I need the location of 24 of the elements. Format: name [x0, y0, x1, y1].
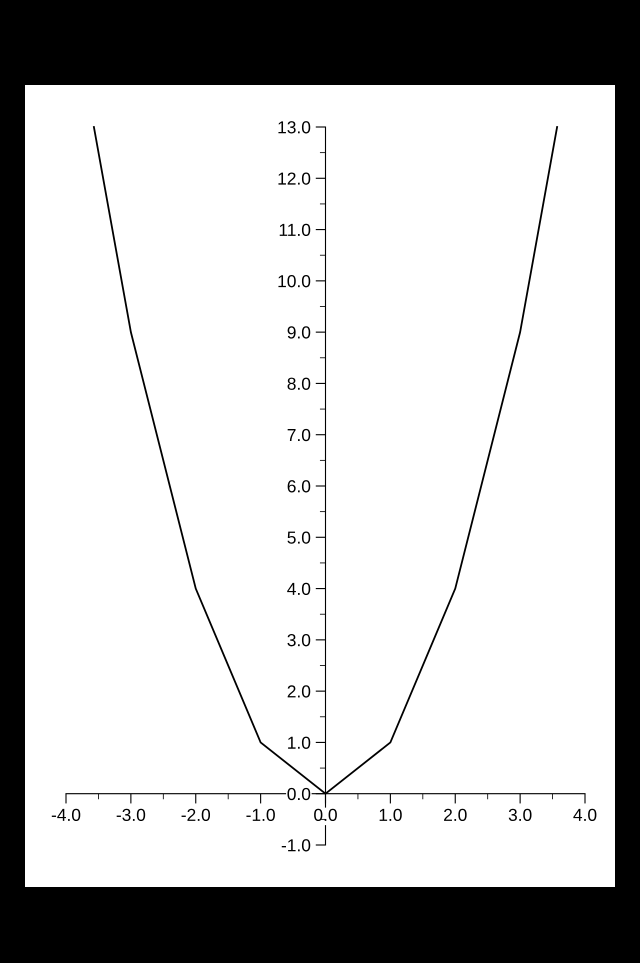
- x-tick-label: 1.0: [380, 808, 402, 822]
- y-tick-label: 7.0: [288, 428, 310, 442]
- y-tick-label: 4.0: [287, 582, 310, 596]
- x-tick-label: -2.0: [182, 808, 210, 822]
- y-tick-label: -1.0: [282, 839, 310, 852]
- x-tick-label: -1.0: [246, 808, 275, 822]
- y-tick-label: 12.0: [278, 172, 310, 185]
- y-tick-label: 6.0: [288, 480, 310, 492]
- y-tick-label: 9.0: [288, 326, 310, 339]
- y-tick-label: 0.0: [287, 788, 310, 800]
- x-tick-label: -4.0: [52, 808, 80, 822]
- x-tick-label: 4.0: [573, 808, 596, 822]
- y-tick-label: 10.0: [278, 275, 310, 288]
- y-tick-label: 5.0: [287, 531, 310, 544]
- x-tick-label: 0.0: [314, 808, 337, 822]
- y-tick-label: 13.0: [278, 121, 310, 134]
- y-tick-label: 8.0: [288, 378, 310, 390]
- x-tick-label: 2.0: [444, 808, 467, 822]
- y-tick-label: 11.0: [280, 224, 310, 236]
- y-tick-label: 3.0: [287, 634, 310, 646]
- x-tick-label: -3.0: [116, 808, 146, 822]
- x-tick-label: 3.0: [508, 808, 532, 822]
- y-tick-label: 2.0: [288, 685, 310, 698]
- y-tick-label: 1.0: [288, 736, 310, 749]
